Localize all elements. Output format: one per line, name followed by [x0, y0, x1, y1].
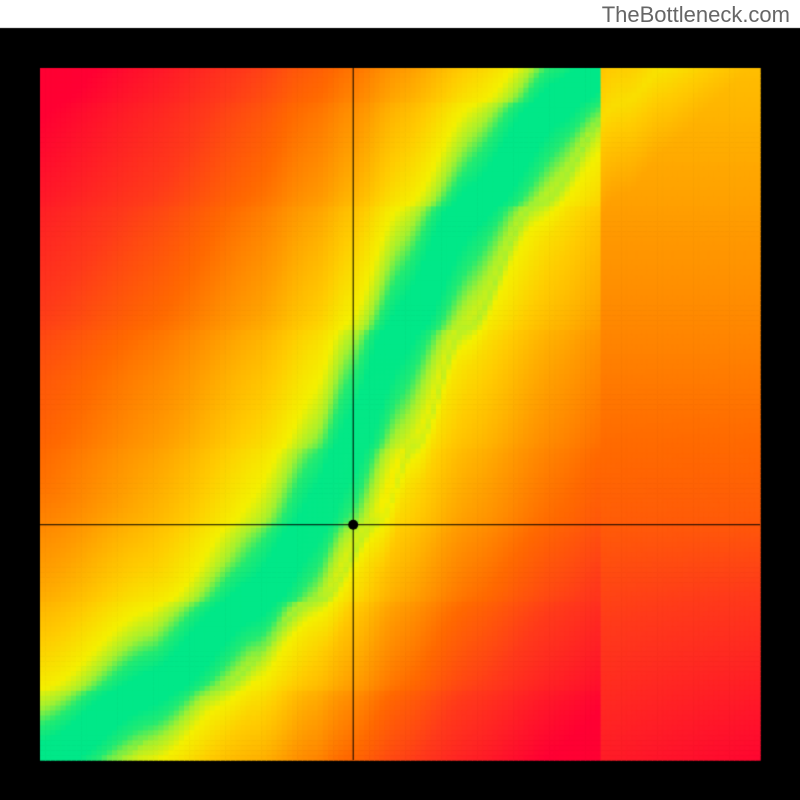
- watermark-text: TheBottleneck.com: [602, 2, 790, 28]
- chart-container: TheBottleneck.com: [0, 0, 800, 800]
- bottleneck-heatmap: [0, 0, 800, 800]
